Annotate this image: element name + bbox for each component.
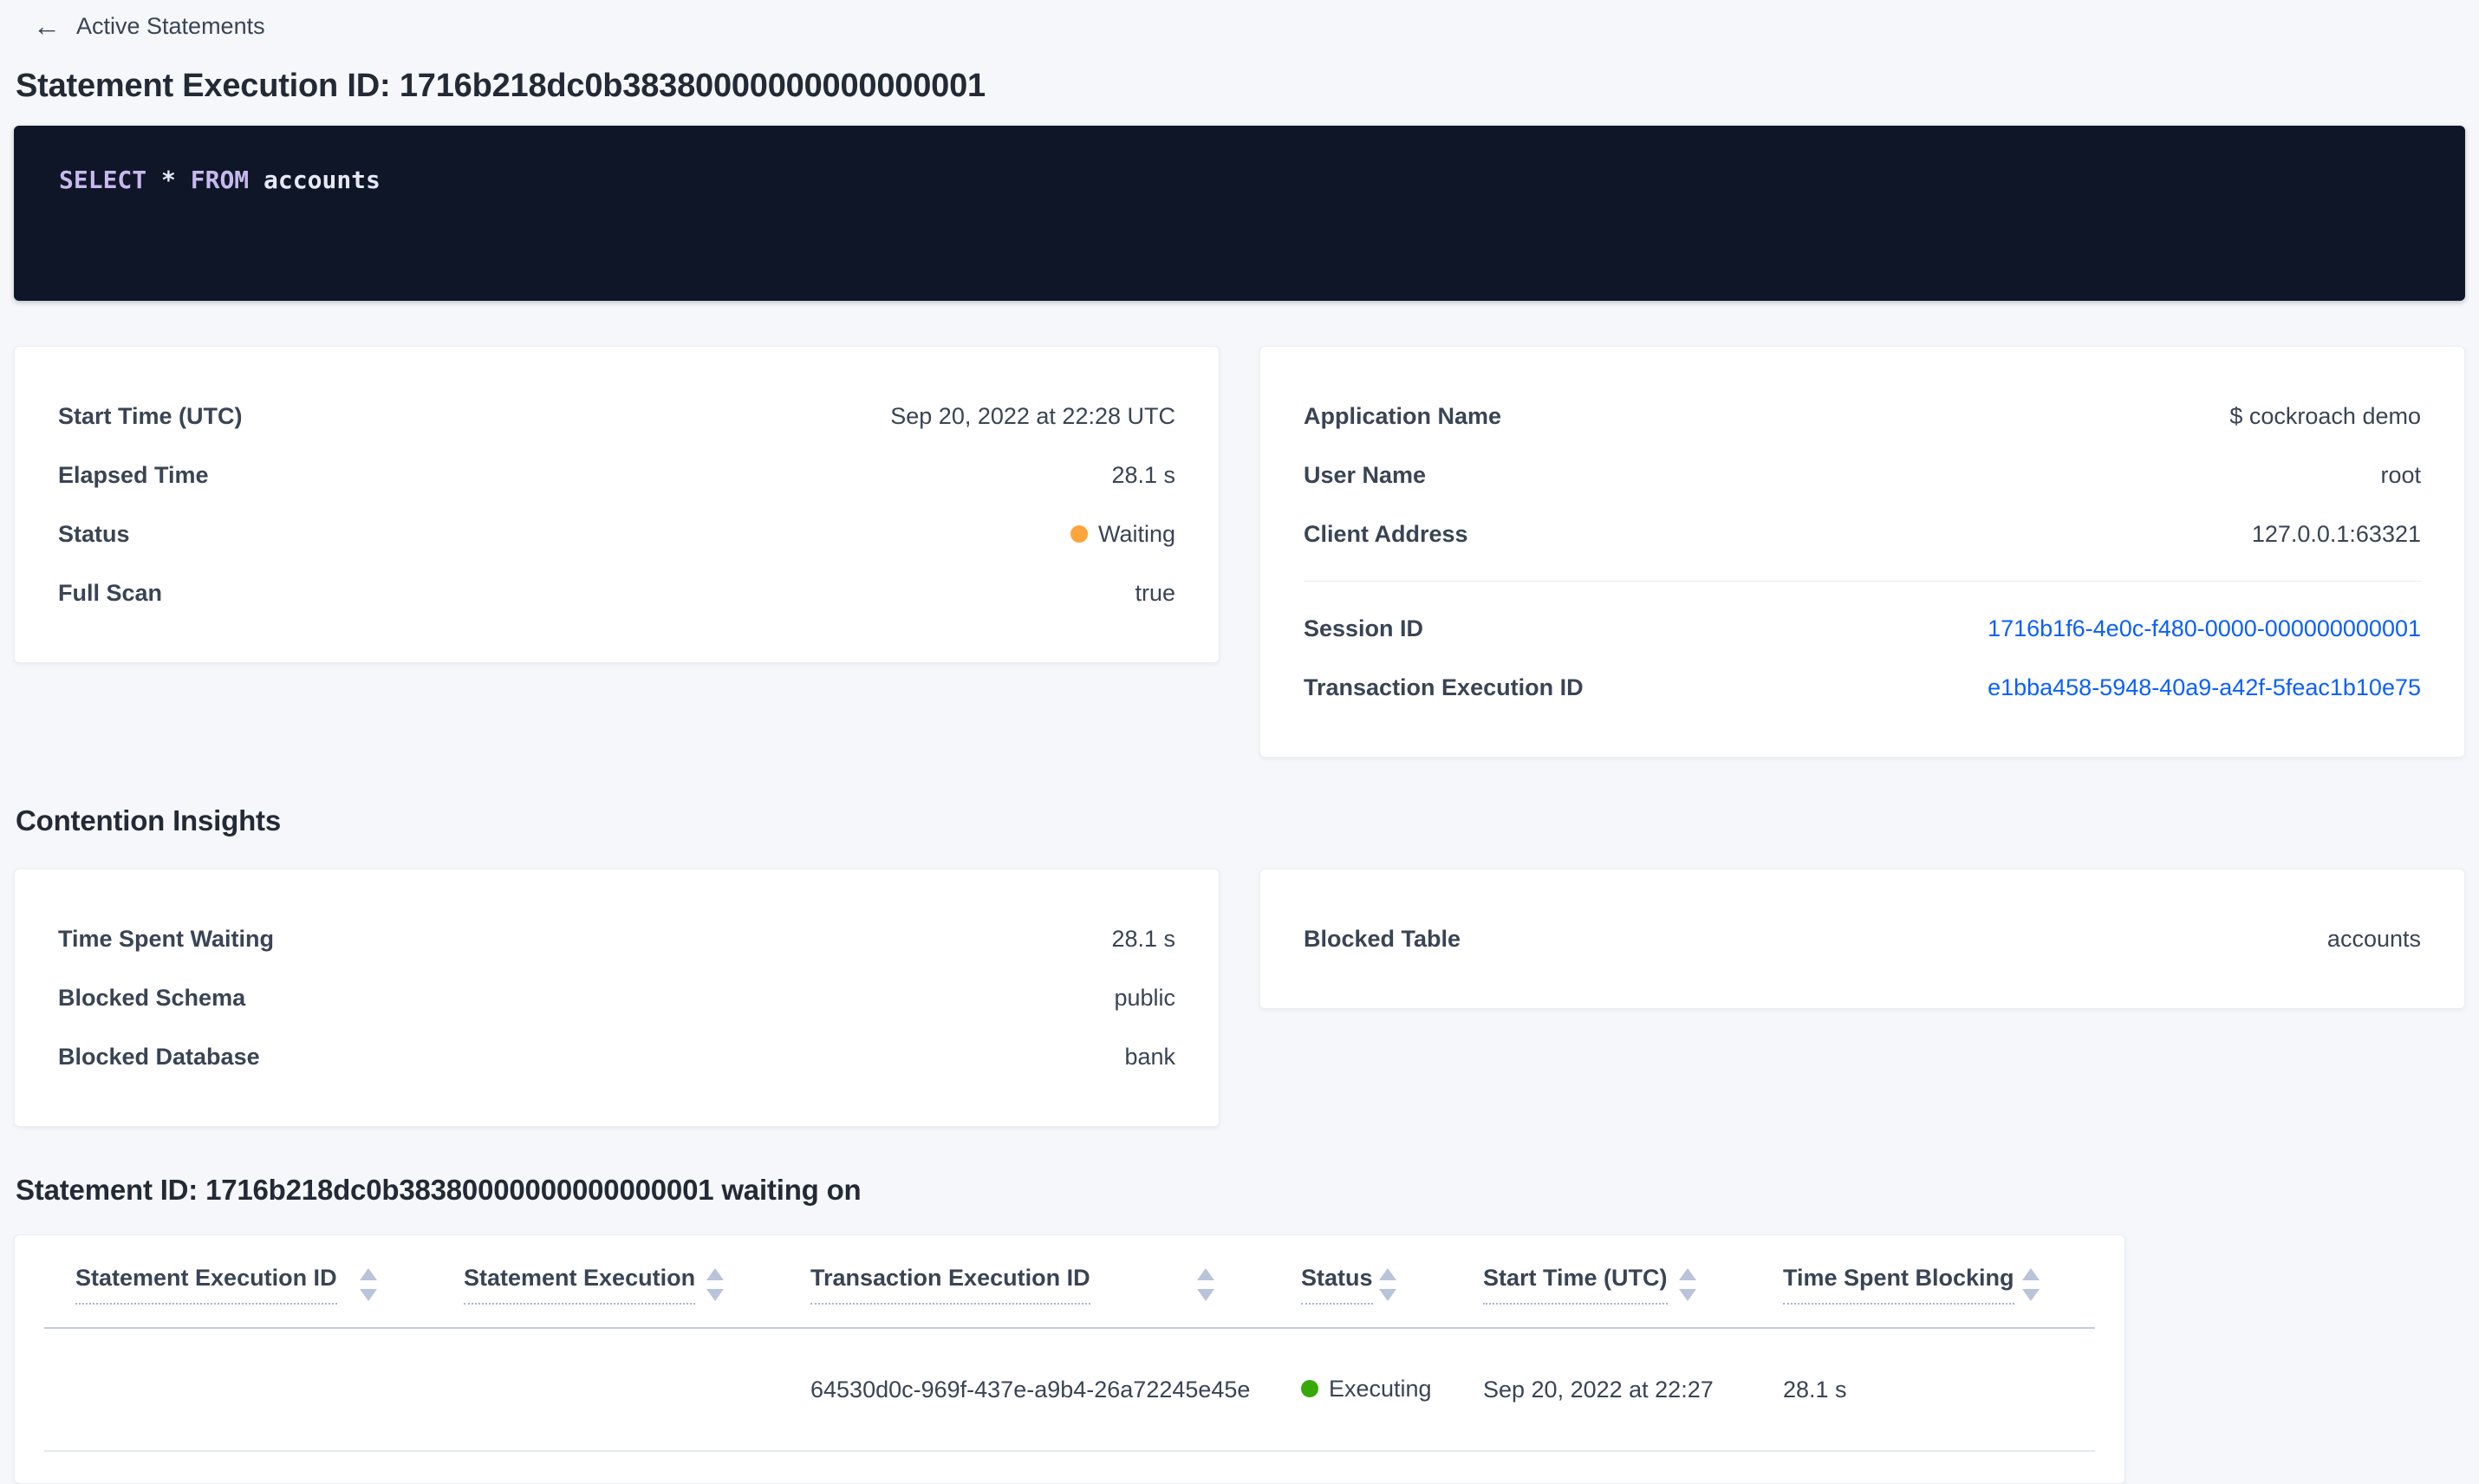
sql-statement-text: SELECT * FROM accounts (59, 166, 381, 194)
overview-cards-row: Start Time (UTC) Sep 20, 2022 at 22:28 U… (14, 346, 2465, 758)
start-time-row: Start Time (UTC) Sep 20, 2022 at 22:28 U… (58, 387, 1175, 446)
elapsed-time-row: Elapsed Time 28.1 s (58, 446, 1175, 504)
sort-arrows-icon (2022, 1268, 2040, 1301)
sql-statement-box: SELECT * FROM accounts (14, 126, 2465, 301)
statement-execution-details-page: ← Active Statements Statement Execution … (0, 12, 2479, 1484)
contention-cards-row: Time Spent Waiting 28.1 s Blocked Schema… (14, 869, 2465, 1127)
full-scan-value: true (1135, 579, 1175, 606)
user-name-value: root (2380, 461, 2421, 488)
status-value: Waiting (1070, 521, 1175, 548)
transaction-execution-id-row: Transaction Execution ID e1bba458-5948-4… (1304, 658, 2421, 717)
status-waiting-dot-icon (1070, 525, 1088, 543)
full-scan-row: Full Scan true (58, 563, 1175, 622)
client-address-value: 127.0.0.1:63321 (2251, 520, 2421, 547)
column-header-time-spent-blocking[interactable]: Time Spent Blocking (1752, 1265, 2095, 1305)
waiting-on-table-row: 64530d0c-969f-437e-a9b4-26a72245e45e Exe… (44, 1329, 2095, 1452)
blocked-database-label: Blocked Database (58, 1043, 260, 1070)
user-name-row: User Name root (1304, 446, 2421, 504)
transaction-execution-id-label: Transaction Execution ID (1304, 674, 1584, 700)
application-name-row: Application Name $ cockroach demo (1304, 387, 2421, 446)
status-executing-dot-icon (1301, 1380, 1318, 1398)
sql-text: accounts (249, 166, 381, 194)
waiting-on-table-header: Statement Execution ID Statement Executi… (44, 1235, 2095, 1329)
column-header-statement-execution[interactable]: Statement Execution (433, 1265, 779, 1305)
blocked-table-row: Blocked Table accounts (1304, 909, 2421, 968)
card-divider (1304, 581, 2421, 582)
blocked-database-row: Blocked Database bank (58, 1027, 1175, 1086)
blocked-database-value: bank (1124, 1043, 1175, 1070)
cell-start-time: Sep 20, 2022 at 22:27 (1483, 1376, 1714, 1403)
session-overview-card: Application Name $ cockroach demo User N… (1259, 346, 2465, 758)
client-address-label: Client Address (1304, 520, 1468, 547)
blocked-schema-value: public (1114, 984, 1175, 1011)
statement-overview-card: Start Time (UTC) Sep 20, 2022 at 22:28 U… (14, 346, 1220, 663)
blocked-table-value: accounts (2326, 925, 2421, 952)
contention-details-card: Time Spent Waiting 28.1 s Blocked Schema… (14, 869, 1220, 1127)
sort-arrows-icon (1197, 1268, 1214, 1301)
blocked-table-card: Blocked Table accounts (1259, 869, 2465, 1009)
status-waiting-text: Waiting (1097, 520, 1175, 547)
status-label: Status (58, 520, 130, 547)
breadcrumb-label: Active Statements (76, 12, 265, 39)
application-name-label: Application Name (1304, 402, 1502, 429)
start-time-value: Sep 20, 2022 at 22:28 UTC (890, 402, 1175, 429)
blocked-schema-row: Blocked Schema public (58, 968, 1175, 1027)
sort-arrows-icon (1379, 1268, 1396, 1301)
session-id-link[interactable]: 1716b1f6-4e0c-f480-0000-000000000001 (1988, 615, 2421, 641)
cell-time-spent-blocking: 28.1 s (1783, 1376, 1847, 1403)
client-address-row: Client Address 127.0.0.1:63321 (1304, 504, 2421, 563)
contention-insights-heading: Contention Insights (16, 804, 281, 836)
elapsed-time-label: Elapsed Time (58, 461, 209, 488)
session-id-row: Session ID 1716b1f6-4e0c-f480-0000-00000… (1304, 599, 2421, 658)
user-name-label: User Name (1304, 461, 1427, 488)
status-row: Status Waiting (58, 504, 1175, 563)
page-title: Statement Execution ID: 1716b218dc0b3838… (16, 68, 986, 104)
time-spent-waiting-label: Time Spent Waiting (58, 925, 275, 952)
time-spent-waiting-value: 28.1 s (1111, 925, 1175, 952)
sql-keyword: SELECT (59, 166, 147, 194)
column-header-statement-execution-id[interactable]: Statement Execution ID (44, 1265, 433, 1305)
transaction-execution-id-link[interactable]: e1bba458-5948-40a9-a42f-5feac1b10e75 (1988, 674, 2421, 700)
waiting-on-table: Statement Execution ID Statement Executi… (14, 1234, 2125, 1484)
full-scan-label: Full Scan (58, 579, 163, 606)
sql-text: * (146, 166, 191, 194)
sort-arrows-icon (706, 1268, 724, 1301)
sort-arrows-icon (360, 1268, 377, 1301)
blocked-table-label: Blocked Table (1304, 925, 1461, 952)
start-time-label: Start Time (UTC) (58, 402, 243, 429)
cell-transaction-execution-id: 64530d0c-969f-437e-a9b4-26a72245e45e (810, 1376, 1251, 1403)
column-header-status[interactable]: Status (1270, 1265, 1452, 1305)
sql-keyword: FROM (190, 166, 250, 194)
column-header-start-time[interactable]: Start Time (UTC) (1452, 1265, 1752, 1305)
status-executing-text: Executing (1329, 1375, 1432, 1402)
blocked-schema-label: Blocked Schema (58, 984, 246, 1011)
elapsed-time-value: 28.1 s (1111, 461, 1175, 488)
waiting-on-heading: Statement ID: 1716b218dc0b38380000000000… (16, 1174, 862, 1206)
back-arrow-icon: ← (33, 10, 61, 42)
sort-arrows-icon (1679, 1268, 1696, 1301)
breadcrumb-active-statements[interactable]: ← Active Statements (33, 12, 265, 40)
column-header-transaction-execution-id[interactable]: Transaction Execution ID (779, 1265, 1270, 1305)
time-spent-waiting-row: Time Spent Waiting 28.1 s (58, 909, 1175, 968)
cell-status: Executing (1270, 1376, 1452, 1404)
application-name-value: $ cockroach demo (2229, 402, 2421, 429)
session-id-label: Session ID (1304, 615, 1424, 641)
